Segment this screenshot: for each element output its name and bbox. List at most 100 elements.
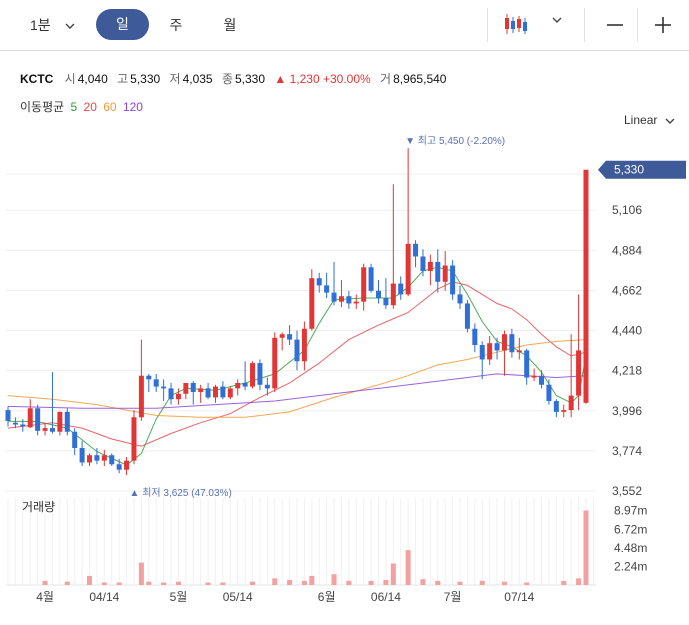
volume-bar	[368, 580, 374, 585]
ma120-legend[interactable]: 120	[122, 100, 143, 114]
tab-week[interactable]: 주	[168, 0, 184, 50]
moving-average-label: 이동평균	[20, 100, 65, 114]
volume-bar	[576, 578, 582, 585]
candle-body	[516, 350, 522, 353]
price-tick-label: 3,552	[612, 484, 642, 498]
candle-body	[49, 428, 55, 432]
candle-body	[353, 301, 359, 304]
candle-body	[5, 410, 11, 421]
volume-panel-label: 거래량	[22, 500, 55, 514]
up-arrow-icon: ▲	[274, 72, 287, 86]
candle-body	[368, 267, 374, 291]
price-tick-label: 4,440	[612, 324, 642, 338]
candle-body	[494, 343, 500, 351]
candle-body	[287, 334, 293, 340]
candle-body	[183, 382, 189, 394]
period-select-label: 1분	[30, 17, 51, 33]
ma20-line	[7, 281, 587, 447]
candle-body	[35, 408, 41, 431]
candle-body	[264, 384, 270, 389]
candle-body	[190, 382, 196, 392]
volume-bar	[390, 563, 396, 585]
candle-body	[501, 334, 507, 351]
volume-bar	[420, 579, 426, 585]
ma5-legend[interactable]: 5	[70, 100, 78, 114]
candle-body	[383, 298, 389, 306]
scale-select-label: Linear	[624, 113, 658, 127]
volume-bar	[435, 580, 441, 585]
candle-body	[338, 296, 344, 302]
chevron-down-icon	[665, 118, 675, 124]
volume-bar	[146, 581, 152, 585]
x-tick-label: 6월	[318, 590, 336, 604]
chart-type-chevron-icon[interactable]	[552, 17, 562, 23]
candle-body	[346, 296, 352, 304]
candle-body	[12, 422, 18, 425]
price-chart[interactable]: 5,106 4,884 4,662 4,440 4,218 3,996 3,774 3,552…	[0, 130, 689, 625]
x-tick-label: 7월	[444, 590, 462, 604]
volume-bar	[64, 581, 70, 585]
divider	[487, 8, 488, 42]
candle-body	[72, 431, 78, 448]
candle-body	[101, 455, 107, 461]
candle-body	[331, 292, 337, 302]
candle-body	[576, 350, 582, 396]
volume-bar	[501, 581, 507, 585]
candle-body	[257, 363, 263, 385]
open-value: 4,040	[77, 72, 108, 86]
candle-body	[242, 382, 248, 387]
tab-day[interactable]: 일	[96, 9, 149, 40]
volume-bar	[250, 581, 256, 585]
high-value: 5,330	[130, 72, 161, 86]
candle-body	[272, 337, 278, 389]
last-price-label: 5,330	[614, 163, 644, 177]
candle-body	[435, 261, 441, 282]
zoom-out-button[interactable]	[604, 14, 626, 36]
candle-body	[250, 363, 256, 387]
open-label: 시	[64, 72, 76, 86]
volume-bar	[383, 580, 389, 585]
tab-month[interactable]: 월	[222, 0, 238, 50]
ma60-legend[interactable]: 60	[103, 100, 117, 114]
ma120-line	[7, 373, 587, 409]
tab-month-label: 월	[223, 17, 237, 33]
tab-day-label: 일	[116, 16, 129, 32]
candle-body	[131, 417, 137, 461]
candle-body	[479, 345, 485, 360]
x-tick-label: 04/14	[89, 590, 119, 604]
candle-body	[294, 339, 300, 362]
volume-value: 8,965,540	[393, 72, 447, 86]
candle-body	[20, 424, 26, 427]
candle-body	[220, 386, 226, 398]
candle-body	[427, 261, 433, 271]
candle-body	[487, 343, 493, 360]
volume-bar	[561, 580, 567, 585]
candle-body	[79, 447, 85, 463]
candle-body	[524, 350, 530, 378]
close-label: 종	[221, 72, 233, 86]
x-tick-label: 07/14	[504, 590, 534, 604]
chevron-down-icon	[65, 23, 75, 30]
price-tick-label: 4,884	[612, 243, 642, 257]
volume-bar	[42, 580, 48, 585]
candle-body	[212, 386, 218, 398]
change-percent: +30.00%	[322, 72, 371, 86]
period-select[interactable]: 1분	[30, 0, 75, 50]
close-value: 5,330	[234, 72, 266, 86]
candle-body	[546, 384, 552, 402]
candle-body	[583, 169, 589, 403]
candlestick-icon[interactable]	[504, 12, 530, 36]
candle-body	[94, 455, 100, 461]
zoom-in-button[interactable]	[652, 14, 674, 36]
volume-bar	[331, 574, 337, 585]
volume-bar	[301, 580, 307, 585]
candle-body	[175, 393, 181, 400]
candle-body	[472, 328, 478, 346]
candle-body	[161, 386, 167, 389]
x-tick-label: 4월	[36, 590, 54, 604]
candle-body	[138, 375, 144, 418]
candle-body	[539, 375, 545, 385]
ma20-legend[interactable]: 20	[83, 100, 97, 114]
scale-select[interactable]: Linear	[624, 113, 675, 127]
candle-body	[301, 328, 307, 362]
